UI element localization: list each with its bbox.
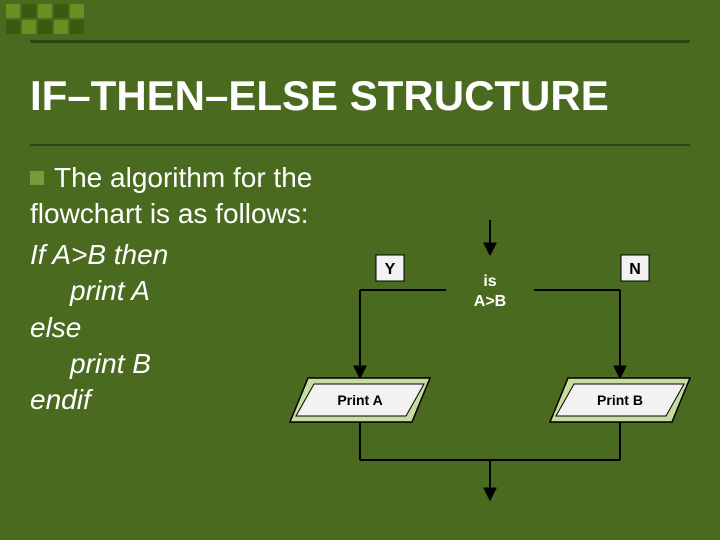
intro-text: The algorithm for the flowchart is as fo… <box>30 162 312 229</box>
flowchart: is A>B Print A Print B Y N <box>280 210 700 510</box>
slide-title: IF–THEN–ELSE STRUCTURE <box>30 72 609 120</box>
svg-text:Print A: Print A <box>337 392 382 408</box>
svg-text:Y: Y <box>385 261 396 278</box>
bullet-icon <box>30 171 44 185</box>
title-rule-top <box>30 40 690 43</box>
svg-text:Print B: Print B <box>597 392 643 408</box>
corner-decoration <box>6 4 86 34</box>
title-rule-bottom <box>30 144 690 146</box>
svg-text:is: is <box>483 273 496 290</box>
svg-text:N: N <box>629 261 641 278</box>
svg-text:A>B: A>B <box>474 293 506 310</box>
